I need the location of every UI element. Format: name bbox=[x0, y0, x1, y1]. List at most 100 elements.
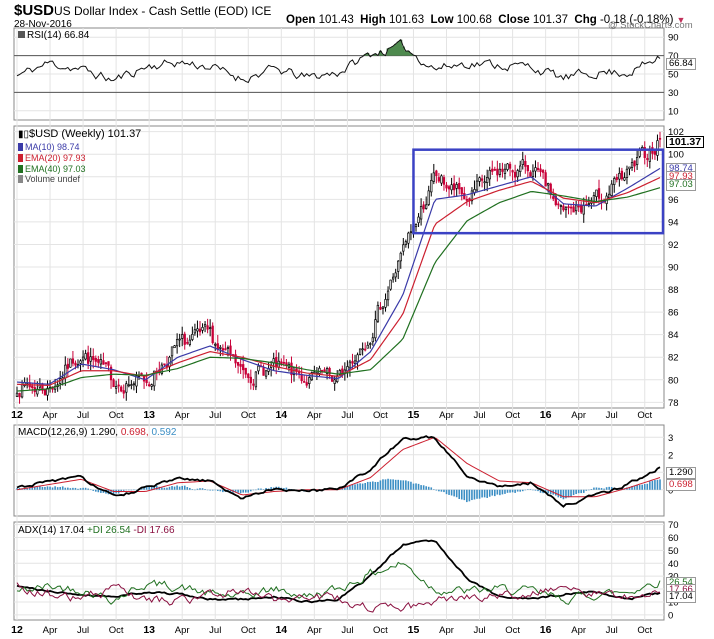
candle-body bbox=[303, 381, 306, 383]
candle-body bbox=[127, 384, 130, 387]
symbol-name: US Dollar Index - Cash Settle (EOD) ICE bbox=[54, 4, 272, 18]
macd-histogram-bar bbox=[514, 489, 516, 493]
candle-body bbox=[244, 367, 247, 375]
macd-histogram-bar bbox=[67, 487, 69, 490]
macd-histogram-bar bbox=[397, 479, 400, 490]
candle-body bbox=[135, 375, 138, 387]
macd-histogram-bar bbox=[600, 488, 603, 490]
macd-histogram-bar bbox=[473, 489, 476, 500]
macd-histogram-bar bbox=[239, 489, 242, 494]
candle-body bbox=[460, 187, 463, 195]
candle-body bbox=[209, 327, 212, 329]
macd-histogram-bar bbox=[204, 489, 206, 490]
candle-body bbox=[414, 223, 418, 228]
macd-histogram-bar bbox=[229, 489, 232, 494]
macd-histogram-bar bbox=[26, 487, 28, 490]
candle-body bbox=[170, 346, 174, 357]
candle-body bbox=[618, 172, 621, 180]
price-tick-label: 86 bbox=[668, 308, 679, 319]
candle-body bbox=[239, 364, 242, 367]
macd-signal-last-value: 0.698 bbox=[666, 479, 696, 491]
macd-histogram-bar bbox=[16, 488, 18, 490]
macd-histogram-bar bbox=[567, 489, 570, 498]
plus-di-line bbox=[16, 561, 661, 605]
candle-body bbox=[531, 170, 535, 178]
macd-tick-label: 2 bbox=[668, 450, 673, 461]
candle-body bbox=[526, 165, 529, 172]
candle-body bbox=[163, 363, 166, 366]
candle-body bbox=[366, 344, 369, 349]
candle-body bbox=[648, 149, 651, 162]
macd-histogram-bar bbox=[458, 489, 461, 500]
macd-histogram-bar bbox=[145, 485, 148, 490]
price-title: ▮▯$USD (Weekly) 101.37 bbox=[18, 128, 141, 140]
macd-histogram-bar bbox=[654, 480, 656, 490]
candle-body bbox=[249, 376, 252, 384]
stockcharts-credit[interactable]: @ StockCharts.com bbox=[608, 20, 693, 31]
candle-body bbox=[455, 184, 458, 189]
rsi-label-text: RSI(14) 66.84 bbox=[27, 30, 90, 41]
candle-body bbox=[275, 356, 278, 368]
candle-body bbox=[470, 190, 474, 202]
candle-body bbox=[615, 176, 618, 180]
x-tick-label: Jul bbox=[77, 625, 89, 636]
macd-histogram-bar bbox=[181, 485, 183, 490]
candle-body bbox=[280, 361, 283, 364]
macd-histogram-bar bbox=[46, 486, 49, 490]
candle-body bbox=[214, 343, 217, 346]
candle-body bbox=[597, 188, 601, 199]
macd-histogram-bar bbox=[410, 481, 412, 490]
candle-body bbox=[419, 206, 423, 220]
macd-histogram-bar bbox=[206, 489, 209, 491]
candle-body bbox=[613, 178, 616, 185]
macd-histogram-bar bbox=[554, 489, 557, 496]
candle-body bbox=[463, 193, 466, 200]
macd-histogram-bar bbox=[504, 489, 506, 494]
x-tick-label: Oct bbox=[505, 625, 520, 636]
macd-histogram-bar bbox=[427, 486, 430, 490]
candle-body bbox=[264, 370, 268, 377]
macd-histogram-bar bbox=[77, 488, 79, 490]
candle-body bbox=[442, 177, 446, 185]
macd-histogram-bar bbox=[527, 489, 529, 490]
rsi-line bbox=[16, 38, 661, 84]
macd-histogram-bar bbox=[189, 487, 191, 490]
candle-body bbox=[97, 359, 100, 363]
macd-histogram-bar bbox=[242, 489, 244, 493]
candle-body bbox=[181, 334, 184, 339]
x-tick-label: Jul bbox=[209, 410, 221, 421]
candle-body bbox=[203, 324, 207, 327]
candle-body bbox=[186, 342, 189, 344]
macd-histogram-bar bbox=[483, 489, 486, 498]
macd-tick-label: 3 bbox=[668, 433, 673, 444]
candle-body bbox=[125, 383, 128, 393]
macd-histogram-bar bbox=[44, 486, 46, 490]
macd-histogram-bar bbox=[509, 489, 511, 493]
price-tick-label: 92 bbox=[668, 240, 679, 251]
macd-histogram-bar bbox=[155, 485, 158, 490]
macd-histogram-bar bbox=[120, 489, 123, 493]
macd-histogram-bar bbox=[565, 489, 567, 499]
macd-histogram-bar bbox=[112, 489, 115, 495]
candle-body bbox=[483, 181, 486, 184]
macd-histogram-bar bbox=[122, 489, 125, 491]
price-tick-label: 102 bbox=[668, 127, 684, 138]
candle-body bbox=[623, 177, 626, 181]
macd-histogram-bar bbox=[346, 486, 349, 490]
macd-histogram-bar bbox=[659, 479, 661, 490]
candle-body bbox=[447, 186, 451, 190]
macd-histogram-bar bbox=[460, 489, 463, 500]
candle-body bbox=[503, 168, 507, 174]
candle-body bbox=[399, 252, 402, 262]
macd-histogram-bar bbox=[430, 487, 433, 490]
adx-tick-label: 0 bbox=[668, 610, 673, 621]
candle-body bbox=[15, 392, 19, 397]
macd-histogram-bar bbox=[237, 489, 239, 493]
candle-body bbox=[148, 384, 151, 386]
candle-body bbox=[425, 204, 428, 209]
candle-body bbox=[219, 346, 222, 349]
macd-histogram-bar bbox=[364, 483, 366, 490]
macd-histogram-bar bbox=[89, 489, 92, 490]
volume-swatch-icon bbox=[18, 175, 23, 183]
